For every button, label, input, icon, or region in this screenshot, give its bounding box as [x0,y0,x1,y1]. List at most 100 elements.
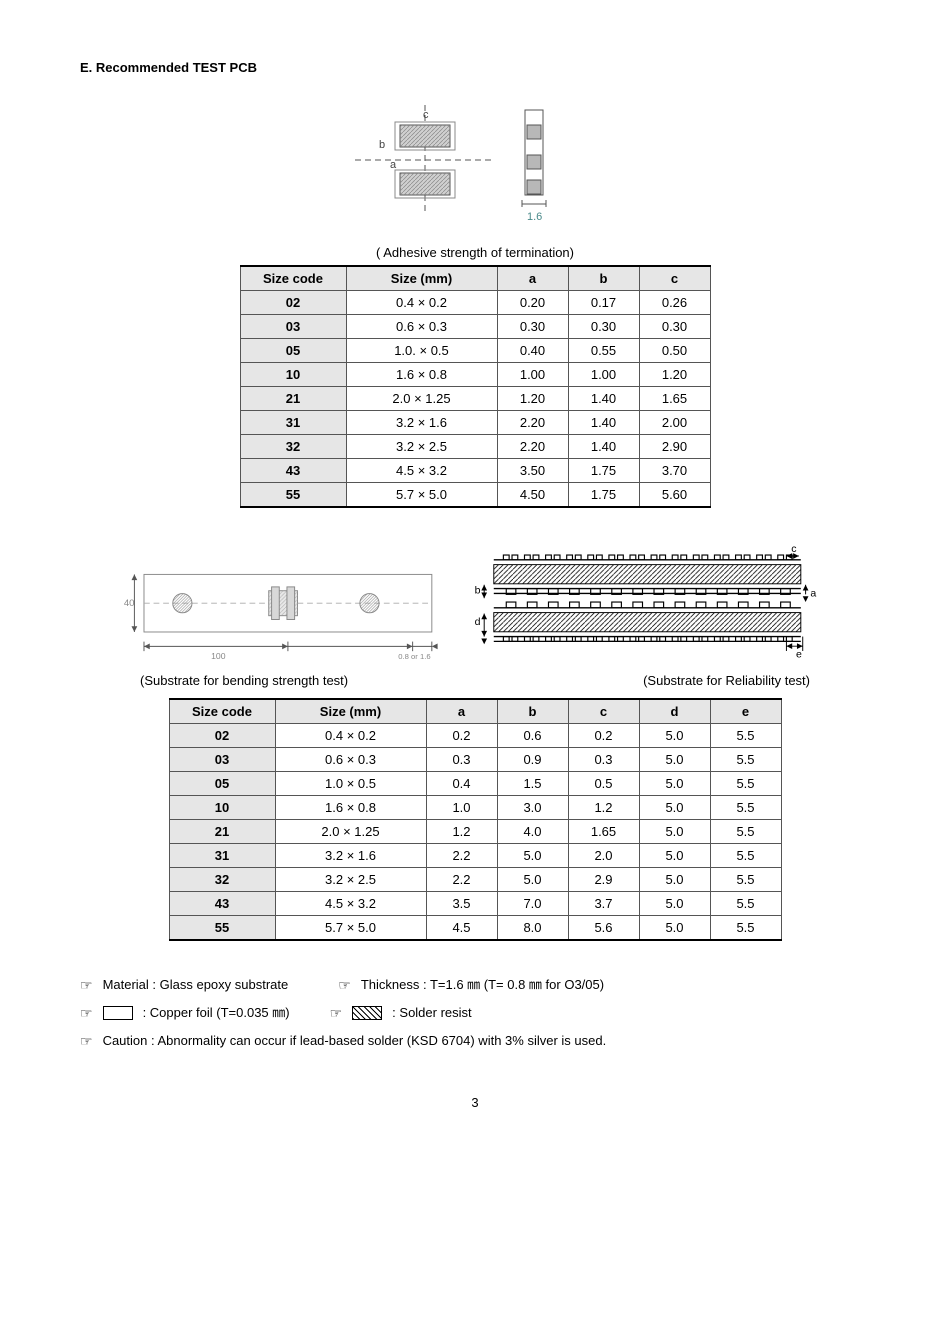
table-cell: 5.0 [639,796,710,820]
table-cell: 03 [240,315,346,339]
caption-reliability: (Substrate for Reliability test) [643,673,810,688]
table-cell: 1.40 [568,411,639,435]
th-c: c [639,266,710,291]
sub-diagrams: 40 100 0.8 or 1.6 [120,538,830,668]
table-cell: 5.0 [497,868,568,892]
caption-bending: (Substrate for bending strength test) [140,673,348,688]
table-cell: 0.6 [497,724,568,748]
bending-substrate-icon: 40 100 0.8 or 1.6 [120,548,465,668]
table-cell: 10 [240,363,346,387]
svg-text:0.8 or 1.6: 0.8 or 1.6 [398,652,430,661]
table-cell: 1.0 [426,796,497,820]
table-cell: 0.4 × 0.2 [275,724,426,748]
table-cell: 0.17 [568,291,639,315]
table-cell: 1.6 × 0.8 [346,363,497,387]
table-cell: 3.5 [426,892,497,916]
table-cell: 1.65 [639,387,710,411]
table-cell: 1.00 [568,363,639,387]
table-cell: 5.7 × 5.0 [275,916,426,941]
table-cell: 32 [240,435,346,459]
table-cell: 4.50 [497,483,568,508]
page-number: 3 [80,1095,870,1110]
table-cell: 5.5 [710,796,781,820]
adhesive-diagram-icon: c b a 1.6 [335,100,615,230]
th2-b: b [497,699,568,724]
table-cell: 5.0 [639,868,710,892]
table-cell: 5.0 [639,772,710,796]
table-cell: 0.2 [568,724,639,748]
table-cell: 21 [240,387,346,411]
table-cell: 7.0 [497,892,568,916]
table-cell: 02 [169,724,275,748]
table-cell: 1.5 [497,772,568,796]
table-cell: 1.2 [426,820,497,844]
table-cell: 2.20 [497,435,568,459]
copper-legend-icon [103,1006,133,1020]
table-cell: 1.0. × 0.5 [346,339,497,363]
table-cell: 0.4 × 0.2 [346,291,497,315]
section-title: E. Recommended TEST PCB [80,60,870,75]
th2-size-mm: Size (mm) [275,699,426,724]
table-cell: 43 [240,459,346,483]
table-cell: 0.26 [639,291,710,315]
table-cell: 55 [240,483,346,508]
table-cell: 5.5 [710,844,781,868]
svg-text:1.6: 1.6 [527,211,542,223]
svg-text:a: a [390,159,397,171]
table-cell: 05 [240,339,346,363]
table-cell: 5.0 [497,844,568,868]
table-cell: 5.5 [710,820,781,844]
table-cell: 4.0 [497,820,568,844]
note-material: Material : Glass epoxy substrate [103,972,289,998]
table-cell: 3.2 × 2.5 [275,868,426,892]
note-caution: Caution : Abnormality can occur if lead-… [103,1028,607,1054]
table-cell: 0.40 [497,339,568,363]
svg-text:d: d [475,616,481,628]
table-cell: 1.2 [568,796,639,820]
th-a: a [497,266,568,291]
table-cell: 3.70 [639,459,710,483]
table-cell: 05 [169,772,275,796]
table-cell: 0.3 [568,748,639,772]
solder-legend-icon [352,1006,382,1020]
sub-captions: (Substrate for bending strength test) (S… [140,673,810,688]
table-cell: 0.50 [639,339,710,363]
table-cell: 0.20 [497,291,568,315]
table-cell: 0.5 [568,772,639,796]
table-cell: 43 [169,892,275,916]
table-cell: 5.7 × 5.0 [346,483,497,508]
pointer-icon: ☞ [80,999,93,1027]
table-cell: 1.75 [568,483,639,508]
table-cell: 1.6 × 0.8 [275,796,426,820]
table-cell: 5.0 [639,892,710,916]
table-cell: 1.40 [568,435,639,459]
table-cell: 2.0 × 1.25 [275,820,426,844]
table-cell: 5.5 [710,892,781,916]
pointer-icon: ☞ [80,1027,93,1055]
table-cell: 5.0 [639,748,710,772]
table-cell: 4.5 × 3.2 [346,459,497,483]
notes-block: ☞ Material : Glass epoxy substrate ☞ Thi… [80,971,870,1055]
table-cell: 4.5 [426,916,497,941]
pointer-icon: ☞ [80,971,93,999]
th-size-code: Size code [240,266,346,291]
table-cell: 5.5 [710,916,781,941]
table-cell: 0.6 × 0.3 [346,315,497,339]
table-cell: 21 [169,820,275,844]
table-cell: 02 [240,291,346,315]
table-cell: 0.6 × 0.3 [275,748,426,772]
table-cell: 03 [169,748,275,772]
table-cell: 2.9 [568,868,639,892]
table-cell: 0.2 [426,724,497,748]
table-cell: 8.0 [497,916,568,941]
table-cell: 1.65 [568,820,639,844]
table-cell: 5.5 [710,724,781,748]
table-cell: 31 [169,844,275,868]
table-cell: 5.5 [710,868,781,892]
table-cell: 4.5 × 3.2 [275,892,426,916]
adhesive-table: Size code Size (mm) a b c 020.4 × 0.20.2… [240,265,711,508]
th2-size-code: Size code [169,699,275,724]
table-cell: 3.2 × 1.6 [275,844,426,868]
reliability-substrate-icon: b d a c e [465,538,830,668]
svg-text:e: e [796,649,802,661]
